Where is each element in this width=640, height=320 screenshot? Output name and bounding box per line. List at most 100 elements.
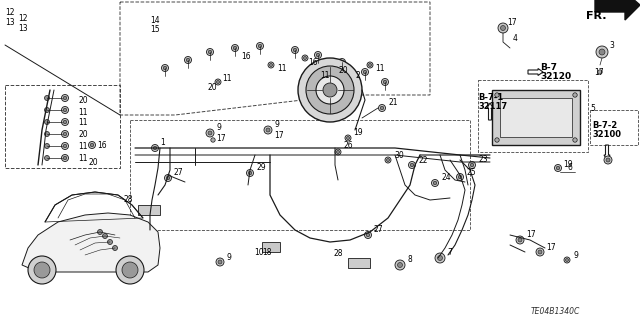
Circle shape [161,65,168,71]
Circle shape [259,44,262,48]
Circle shape [61,118,68,125]
Circle shape [184,57,191,63]
Circle shape [598,70,602,74]
Polygon shape [22,213,160,272]
Text: 12: 12 [5,8,15,17]
Text: 9: 9 [226,253,231,262]
Text: 25: 25 [466,168,476,177]
Circle shape [381,78,388,85]
Text: 26: 26 [343,141,353,150]
Circle shape [34,262,50,278]
Bar [500,98,572,137]
Circle shape [208,131,212,135]
Text: 9: 9 [274,120,279,129]
Text: 32100: 32100 [592,130,621,139]
Circle shape [431,180,438,187]
Circle shape [435,253,445,263]
Polygon shape [595,0,640,20]
Circle shape [385,157,391,163]
Text: 23: 23 [478,155,488,164]
Circle shape [314,52,321,59]
Text: 16: 16 [308,58,317,67]
Circle shape [387,158,390,162]
Text: 7: 7 [447,248,452,257]
Text: 19: 19 [563,160,573,169]
Text: 2: 2 [355,70,360,79]
Text: 22: 22 [418,156,428,165]
Circle shape [538,250,542,254]
Circle shape [206,129,214,137]
Text: 17: 17 [546,243,556,252]
Text: 21: 21 [388,98,397,107]
Bar [492,90,580,145]
Circle shape [380,106,384,110]
Text: 20: 20 [207,83,216,92]
Bar [590,110,638,145]
Circle shape [306,66,354,114]
Text: 12: 12 [18,13,28,22]
Text: 4: 4 [513,34,518,43]
Circle shape [383,80,387,84]
Text: 24: 24 [441,173,451,182]
Circle shape [45,143,49,148]
Circle shape [233,46,237,50]
Circle shape [116,256,144,284]
Circle shape [335,149,341,155]
Circle shape [61,131,68,138]
Text: B-7-2: B-7-2 [592,121,617,130]
Circle shape [397,262,403,268]
Circle shape [298,58,362,122]
Text: 20: 20 [78,130,88,139]
Text: 32120: 32120 [540,71,571,81]
Circle shape [339,59,346,66]
Text: 27: 27 [373,225,383,234]
Circle shape [314,71,317,75]
Text: 3: 3 [609,41,614,50]
Circle shape [122,262,138,278]
Circle shape [248,171,252,175]
Circle shape [266,128,270,132]
Circle shape [470,163,474,167]
Bar [262,242,280,252]
Circle shape [97,229,102,235]
Circle shape [458,175,461,179]
Text: 9: 9 [573,251,578,260]
Text: 11: 11 [78,141,88,150]
Text: 20: 20 [88,157,98,166]
Circle shape [554,164,561,172]
Text: 11: 11 [78,117,88,126]
Circle shape [88,141,95,148]
Bar [478,80,588,152]
Text: 17: 17 [274,131,284,140]
Circle shape [61,142,68,149]
Text: B-7-1: B-7-1 [478,92,503,101]
Circle shape [269,63,273,67]
Text: 11: 11 [78,154,88,163]
Circle shape [216,81,220,84]
Text: 11: 11 [375,63,385,73]
Circle shape [456,173,463,180]
Text: TE04B1340C: TE04B1340C [531,308,580,316]
Text: 19: 19 [353,128,363,137]
Circle shape [164,174,172,181]
Circle shape [606,158,610,162]
Circle shape [45,108,49,113]
Circle shape [566,259,568,261]
Text: 27: 27 [173,168,182,177]
Circle shape [268,62,274,68]
Circle shape [90,143,93,147]
Circle shape [61,107,68,114]
Text: 28: 28 [333,249,343,258]
Circle shape [362,68,369,76]
Circle shape [500,26,506,30]
Circle shape [323,83,337,97]
Circle shape [63,144,67,148]
Circle shape [516,236,524,244]
Bar [130,120,470,230]
Text: 17: 17 [216,134,226,143]
Circle shape [395,260,405,270]
Circle shape [333,65,335,68]
Text: 11: 11 [78,108,88,116]
Text: 14: 14 [150,15,159,25]
Circle shape [163,66,167,70]
